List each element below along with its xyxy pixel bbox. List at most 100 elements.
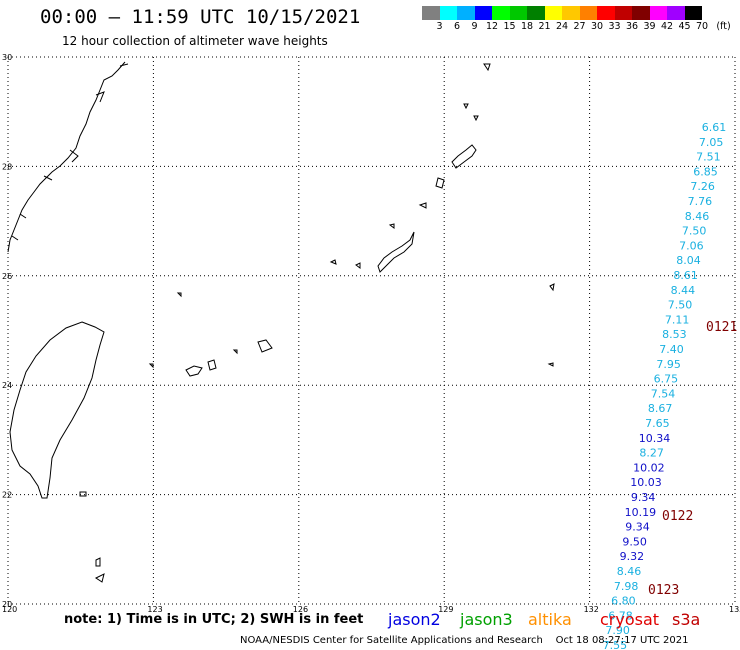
lat-label: 24 xyxy=(2,381,12,390)
amami-island xyxy=(451,144,477,169)
lat-label: 20 xyxy=(2,600,12,609)
satellite-legend-item: jason2 xyxy=(388,610,441,629)
altimeter-track: 6.617.057.516.857.267.768.467.507.068.04… xyxy=(603,121,738,650)
swh-value: 8.61 xyxy=(673,269,698,282)
colorbar-swatch xyxy=(632,6,650,20)
colorbar-swatch xyxy=(492,6,510,20)
colorbar-swatch xyxy=(684,6,702,20)
lon-label: 126 xyxy=(293,605,308,614)
lat-label: 22 xyxy=(2,491,12,500)
lat-label: 26 xyxy=(2,272,12,281)
china-coastline-detail xyxy=(11,63,129,241)
lon-label: 129 xyxy=(438,605,453,614)
small-islands xyxy=(79,63,555,583)
lon-label: 135 xyxy=(729,605,740,614)
colorbar-label: 24 xyxy=(555,21,569,32)
colorbar-swatch xyxy=(597,6,615,20)
swh-value: 10.19 xyxy=(625,506,657,519)
swh-value: 7.11 xyxy=(665,313,690,326)
colorbar-swatch xyxy=(544,6,562,20)
colorbar-label: 27 xyxy=(573,21,586,32)
colorbar-label: 33 xyxy=(608,21,621,32)
colorbar-swatch xyxy=(509,6,527,20)
swh-value: 9.34 xyxy=(631,491,656,504)
swh-value: 8.53 xyxy=(662,328,687,341)
yakushima-island xyxy=(435,177,445,189)
swh-value: 8.46 xyxy=(685,210,710,223)
swh-value: 8.27 xyxy=(639,447,664,460)
pass-time-label: 0121 xyxy=(706,320,737,335)
swh-value: 10.34 xyxy=(639,432,671,445)
colorbar-label: 15 xyxy=(503,21,516,32)
satellite-legend-item: jason3 xyxy=(460,610,513,629)
pass-time-label: 0123 xyxy=(648,583,679,598)
credit-line: NOAA/NESDIS Center for Satellite Applica… xyxy=(240,635,689,646)
colorbar-label: 39 xyxy=(643,21,656,32)
colorbar-swatch xyxy=(579,6,597,20)
colorbar-label: 30 xyxy=(590,21,604,32)
colorbar-swatch xyxy=(474,6,492,20)
swh-value: 8.46 xyxy=(617,565,642,578)
page-subtitle: 12 hour collection of altimeter wave hei… xyxy=(62,34,328,48)
colorbar-label: (ft) xyxy=(716,21,731,32)
colorbar-label: 6 xyxy=(453,21,461,32)
lon-label: 120 xyxy=(2,605,17,614)
swh-value: 7.65 xyxy=(645,417,670,430)
lon-label: 123 xyxy=(147,605,162,614)
lat-label: 28 xyxy=(2,162,12,171)
colorbar-label: 12 xyxy=(485,21,499,32)
colorbar-label: 9 xyxy=(471,21,478,32)
swh-value: 8.44 xyxy=(671,284,696,297)
swh-value: 8.04 xyxy=(676,254,701,267)
colorbar-label: 3 xyxy=(436,21,443,32)
swh-value: 6.80 xyxy=(611,595,636,608)
swh-value: 7.06 xyxy=(679,239,704,252)
colorbar-swatch xyxy=(527,6,545,20)
swh-value: 7.26 xyxy=(690,180,715,193)
swh-value: 7.51 xyxy=(696,151,721,164)
colorbar-swatch xyxy=(457,6,475,20)
swh-value: 6.75 xyxy=(654,373,679,386)
swh-value: 10.02 xyxy=(633,461,665,474)
swh-value: 9.32 xyxy=(620,550,645,563)
colorbar-swatch xyxy=(649,6,667,20)
pass-time-label: 0122 xyxy=(662,509,693,524)
swh-value: 7.50 xyxy=(668,299,693,312)
colorbar-swatch xyxy=(439,6,457,20)
lat-label: 30 xyxy=(2,53,12,62)
colorbar-swatch xyxy=(422,6,440,20)
ishigaki-island xyxy=(185,359,217,377)
swh-value: 10.03 xyxy=(630,476,662,489)
page-title: 00:00 – 11:59 UTC 10/15/2021 xyxy=(40,6,361,28)
colorbar-label: 70 xyxy=(695,21,709,32)
colorbar-swatch xyxy=(562,6,580,20)
swh-value: 7.95 xyxy=(656,358,681,371)
colorbar-labels: 3 6 9 12 15 18 21 24 27 30 33 36 39 42 45 70 (ft) xyxy=(422,21,740,33)
china-coastline xyxy=(7,61,126,253)
coastline xyxy=(7,61,555,583)
colorbar-label: 36 xyxy=(625,21,639,32)
colorbar-label: 45 xyxy=(678,21,691,32)
swh-value: 9.34 xyxy=(625,521,650,534)
swh-value: 7.98 xyxy=(614,580,639,593)
colorbar xyxy=(422,6,702,20)
colorbar-swatch xyxy=(667,6,685,20)
footer-note: note: 1) Time is in UTC; 2) SWH is in fe… xyxy=(64,612,364,627)
colorbar-label: 18 xyxy=(520,21,534,32)
swh-value: 7.40 xyxy=(659,343,684,356)
okinawa-island xyxy=(377,231,415,273)
swh-value: 6.78 xyxy=(608,609,633,622)
colorbar-label: 42 xyxy=(660,21,674,32)
colorbar-swatch xyxy=(614,6,632,20)
swh-value: 6.61 xyxy=(702,121,727,134)
swh-value: 7.55 xyxy=(603,639,628,650)
swh-value: 6.85 xyxy=(693,165,718,178)
lon-label: 132 xyxy=(584,605,599,614)
swh-value: 9.50 xyxy=(622,535,647,548)
colorbar-label: 21 xyxy=(538,21,551,32)
swh-value: 7.90 xyxy=(605,624,630,637)
satellite-legend-item: altika xyxy=(528,610,572,629)
miyako-island xyxy=(257,339,273,353)
